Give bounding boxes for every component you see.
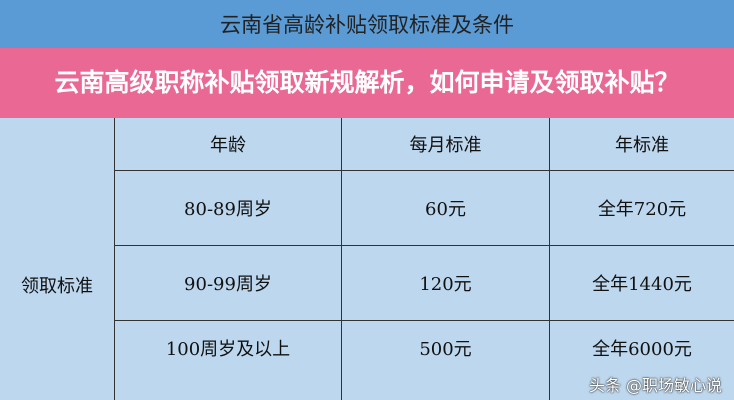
headline-banner: 云南高级职称补贴领取新规解析，如何申请及领取补贴？: [0, 48, 734, 118]
divider: [114, 320, 734, 321]
divider: [341, 118, 342, 400]
divider: [114, 170, 734, 171]
table-cell: 全年1440元: [592, 274, 692, 295]
row-label: 领取标准: [21, 276, 93, 297]
table-cell: 80-89周岁: [184, 199, 272, 220]
watermark: 头条 @职场敏心说: [588, 376, 722, 395]
headline-text: 云南高级职称补贴领取新规解析，如何申请及领取补贴？: [54, 68, 680, 97]
divider: [114, 245, 734, 246]
divider: [114, 118, 115, 400]
table-cell: 90-99周岁: [184, 274, 272, 295]
table-title: 云南省高龄补贴领取标准及条件: [0, 0, 734, 48]
table-cell: 500元: [419, 338, 472, 360]
table-cell: 120元: [419, 274, 472, 295]
header-yearly: 年标准: [615, 135, 669, 156]
header-monthly: 每月标准: [409, 135, 482, 156]
table-cell: 全年720元: [597, 199, 687, 220]
table-cell: 60元: [425, 199, 466, 220]
divider: [549, 118, 550, 400]
header-age: 年龄: [210, 135, 246, 156]
table-cell: 100周岁及以上: [165, 338, 291, 360]
table-cell: 全年6000元: [592, 338, 692, 360]
